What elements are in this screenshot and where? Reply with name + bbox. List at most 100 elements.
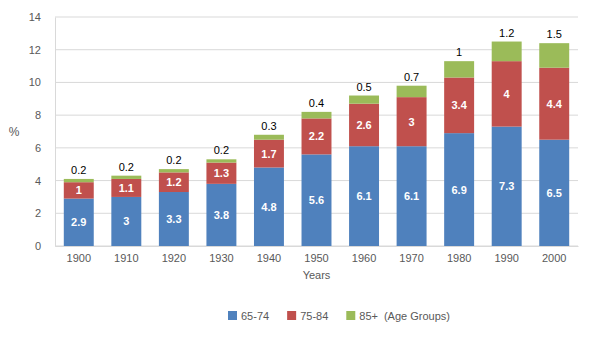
x-tick: 1990 (494, 246, 518, 264)
x-tick: 1930 (209, 246, 233, 264)
bar (397, 97, 427, 146)
bar (254, 167, 284, 246)
bar (111, 176, 141, 179)
y-tick-label: 12 (29, 44, 41, 56)
legend-label: 65-74 (241, 310, 269, 322)
data-label: 2.2 (309, 130, 324, 142)
x-tick-label: 1970 (399, 252, 423, 264)
y-axis: 0 2 4 6 8 10 12 14 (29, 11, 56, 252)
data-label: 1.7 (261, 148, 276, 160)
x-tick-label: 1940 (257, 252, 281, 264)
legend-swatch (346, 311, 355, 320)
x-tick-label: 1930 (209, 252, 233, 264)
bar (349, 146, 379, 246)
x-tick: 1980 (447, 246, 471, 264)
legend-item: 65-74 (228, 310, 269, 322)
data-label: 0.2 (214, 144, 229, 156)
x-axis-line (56, 246, 579, 247)
x-tick-label: 1900 (67, 252, 91, 264)
y-tick: 10 (29, 76, 55, 88)
bars (64, 42, 569, 246)
bar (206, 163, 236, 184)
data-label: 3.4 (451, 99, 467, 111)
series-labels: 0.20.20.20.20.30.40.50.711.21.5 (71, 27, 562, 176)
data-label: 3.3 (166, 213, 181, 225)
bar (302, 112, 332, 119)
chart: 0246810121419001910192019301940195019601… (0, 0, 597, 345)
bar (539, 140, 569, 246)
y-tick: 8 (35, 109, 55, 121)
x-axis: 1900 1910 1920 1930 1940 1950 1960 1970 1980 1990… (56, 246, 579, 264)
plot: 0246810121419001910192019301940195019601… (29, 11, 579, 264)
data-label: 4 (504, 88, 511, 100)
data-label: 5.6 (309, 194, 324, 206)
legend-title: (Age Groups) (384, 310, 450, 322)
y-tick: 14 (29, 11, 55, 23)
bar (349, 104, 379, 147)
y-tick: 4 (35, 175, 55, 187)
x-tick: 1910 (114, 246, 138, 264)
bar (492, 127, 522, 246)
x-tick-label: 2000 (542, 252, 566, 264)
data-label: 6.1 (404, 190, 419, 202)
data-label: 0.5 (356, 81, 371, 93)
data-label: 1.2 (166, 176, 181, 188)
x-tick: 1900 (67, 246, 91, 264)
data-label: 6.9 (451, 184, 466, 196)
x-axis-title: Years (303, 269, 331, 281)
y-tick: 6 (35, 142, 55, 154)
bar (539, 43, 569, 68)
data-label: 0.4 (309, 97, 324, 109)
x-tick-label: 1980 (447, 252, 471, 264)
grid-line (55, 17, 578, 18)
series (64, 42, 569, 183)
series-labels: 2.933.33.84.85.66.16.16.97.36.5 (71, 180, 562, 228)
bar (206, 159, 236, 162)
y-axis-line (55, 18, 56, 247)
bar (492, 61, 522, 126)
data-label: 1.3 (214, 167, 229, 179)
x-tick: 1920 (162, 246, 186, 264)
legend-item: 75-84 (287, 310, 328, 322)
bar (492, 42, 522, 62)
bar (397, 86, 427, 97)
y-tick-label: 6 (35, 142, 41, 154)
data-label: 6.5 (547, 187, 562, 199)
y-tick: 12 (29, 44, 55, 56)
legend: 65-74 75-84 85+ (Age Groups) (228, 310, 450, 322)
y-tick: 2 (35, 207, 55, 219)
bar (159, 169, 189, 172)
y-tick-label: 2 (35, 207, 41, 219)
data-label: 7.3 (499, 180, 514, 192)
y-tick-label: 8 (35, 109, 41, 121)
y-tick-label: 0 (35, 240, 41, 252)
data-label: 2.6 (356, 119, 371, 131)
bar (159, 192, 189, 246)
x-tick-label: 1920 (162, 252, 186, 264)
grid (55, 17, 578, 246)
bar (444, 61, 474, 77)
bar (539, 68, 569, 140)
data-label: 3.8 (214, 209, 229, 221)
series (64, 61, 569, 198)
bar (159, 172, 189, 192)
data-label: 4.4 (547, 98, 563, 110)
y-tick: 0 (35, 240, 55, 252)
data-labels: 2.933.33.84.85.66.16.16.97.36.511.11.21.… (71, 27, 563, 229)
bar (206, 184, 236, 246)
data-label: 6.1 (356, 190, 371, 202)
legend-swatch (287, 311, 296, 320)
x-tick-label: 1950 (304, 252, 328, 264)
data-label: 3 (409, 116, 415, 128)
data-label: 1.2 (499, 27, 514, 39)
y-tick-label: 4 (35, 175, 41, 187)
series-labels: 1 1.1 1.2 1.3 1.7 2.2 2.6 3 3.4 4 4.4 (76, 88, 563, 197)
legend-label: 85+ (359, 310, 378, 322)
y-axis-title: % (9, 125, 20, 139)
x-tick: 1960 (352, 246, 376, 264)
data-label: 1 (76, 184, 82, 196)
bar (254, 140, 284, 168)
bar (64, 199, 94, 246)
data-label: 1.1 (119, 182, 134, 194)
bar (111, 179, 141, 197)
